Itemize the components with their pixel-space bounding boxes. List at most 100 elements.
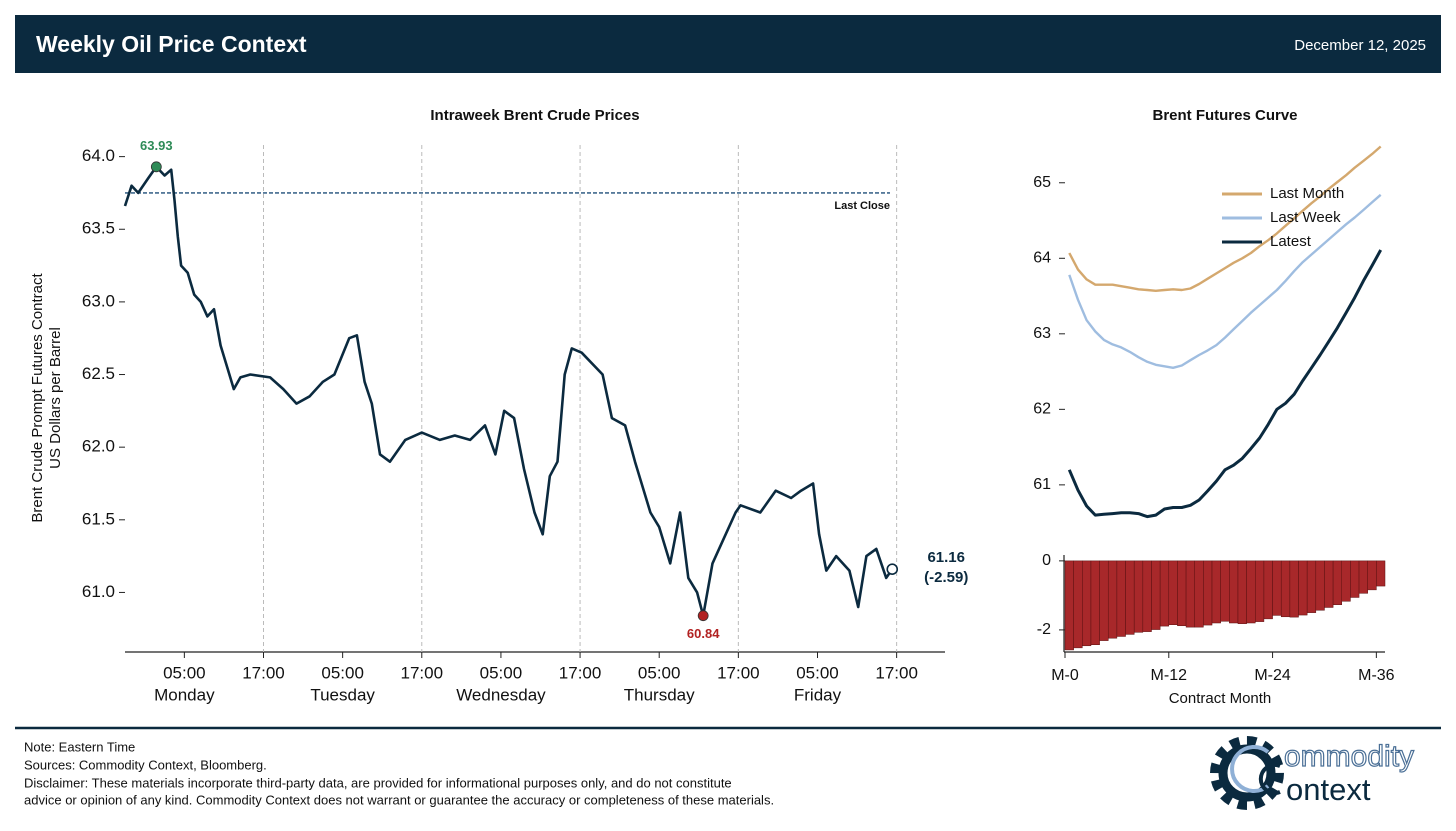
y-tick-label: -2 (1037, 621, 1051, 638)
bar (1306, 560, 1317, 613)
x-tick-label: Wednesday (456, 685, 546, 704)
bar (1332, 560, 1343, 605)
x-tick-label: 17:00 (559, 663, 602, 682)
bar (1082, 560, 1092, 647)
y-axis-label: Brent Crude Prompt Futures Contract (29, 273, 46, 523)
bar (1341, 560, 1351, 602)
logo-text: ommodity (1284, 740, 1414, 773)
annotation-marker (886, 563, 899, 575)
bar (1116, 560, 1126, 637)
y-tick-label: 63.0 (82, 291, 115, 310)
bar (1142, 560, 1152, 632)
bar (1203, 560, 1213, 626)
bar (1237, 560, 1247, 624)
curve-line (1067, 249, 1383, 519)
curve-line (1068, 145, 1382, 292)
bar (1194, 560, 1204, 628)
bar (1229, 560, 1239, 624)
bar (1125, 560, 1135, 635)
footer-disclaimer: Disclaimer: These materials incorporate … (24, 775, 732, 790)
bar (1073, 560, 1083, 649)
x-tick-label: 05:00 (321, 663, 364, 682)
x-tick-label: Monday (154, 685, 215, 704)
y-tick-label: 62.0 (82, 437, 115, 456)
annotation-marker (150, 161, 162, 173)
x-tick-label: Tuesday (310, 685, 375, 704)
bar (1315, 560, 1325, 611)
logo-text: ontext (1286, 772, 1371, 807)
logo-c (1230, 745, 1270, 793)
bar (1324, 560, 1334, 608)
x-tick-label: 05:00 (638, 663, 681, 682)
x-axis-label: Contract Month (1169, 690, 1272, 707)
annotation-label: 63.93 (140, 138, 173, 153)
bar (1272, 560, 1282, 616)
bar (1099, 560, 1109, 641)
bar (1064, 560, 1074, 651)
x-tick-label: 05:00 (480, 663, 523, 682)
bar (1177, 560, 1187, 627)
bar (1159, 560, 1170, 627)
footer-disclaimer: advice or opinion of any kind. Commodity… (24, 792, 774, 807)
y-tick-label: 61.5 (82, 509, 115, 528)
y-tick-label: 64.0 (82, 146, 115, 165)
bar (1107, 560, 1118, 639)
page-date: December 12, 2025 (1294, 37, 1426, 54)
header-bar (15, 15, 1441, 73)
x-tick-label: 05:00 (796, 663, 839, 682)
footer-sources: Sources: Commodity Context, Bloomberg. (24, 757, 267, 772)
bar (1255, 560, 1265, 622)
x-tick-label: 17:00 (242, 663, 285, 682)
y-tick-label: 61.0 (82, 582, 115, 601)
x-tick-label: Thursday (624, 685, 695, 704)
bar (1246, 560, 1256, 624)
legend-label: Latest (1270, 233, 1312, 250)
page-title: Weekly Oil Price Context (36, 31, 307, 57)
annotation-marker (697, 610, 709, 622)
logo-gear-teeth (1210, 736, 1284, 810)
bar (1168, 560, 1178, 625)
x-tick-label: M-0 (1051, 667, 1079, 684)
y-tick-label: 0 (1042, 552, 1051, 569)
x-tick-label: M-12 (1151, 667, 1188, 684)
change-label: (-2.59) (924, 569, 968, 586)
bar (1376, 560, 1386, 587)
bar (1133, 560, 1144, 633)
x-tick-label: 17:00 (401, 663, 444, 682)
bar (1151, 560, 1161, 630)
bar (1211, 560, 1221, 624)
x-tick-label: 17:00 (875, 663, 918, 682)
y-tick-label: 64 (1033, 250, 1051, 267)
bar (1367, 560, 1377, 591)
y-axis-label: US Dollars per Barrel (47, 327, 64, 469)
bar (1358, 560, 1368, 594)
last-price-label: 61.16 (927, 549, 965, 566)
y-tick-label: 63.5 (82, 219, 115, 238)
x-tick-label: M-36 (1358, 667, 1395, 684)
y-tick-label: 63 (1033, 325, 1051, 342)
x-tick-label: 05:00 (163, 663, 206, 682)
curve-line (1068, 193, 1382, 369)
logo: ommodity ontext (1210, 736, 1415, 810)
footer-note: Note: Eastern Time (24, 739, 135, 754)
legend-label: Last Month (1270, 185, 1344, 202)
y-tick-label: 65 (1033, 174, 1051, 191)
x-tick-label: 17:00 (717, 663, 760, 682)
y-tick-label: 61 (1033, 476, 1051, 493)
y-tick-label: 62 (1033, 401, 1051, 418)
bar (1350, 560, 1360, 598)
chart-title: Brent Futures Curve (1152, 107, 1297, 124)
bar (1185, 560, 1195, 628)
bar (1220, 560, 1230, 622)
bar (1263, 560, 1273, 620)
price-line (123, 165, 894, 617)
bar (1280, 560, 1291, 618)
bar (1090, 560, 1100, 646)
bar (1289, 560, 1299, 618)
x-tick-label: Friday (794, 685, 842, 704)
legend-label: Last Week (1270, 209, 1341, 226)
chart-title: Intraweek Brent Crude Prices (430, 107, 639, 124)
x-tick-label: M-24 (1254, 667, 1291, 684)
annotation-label: 60.84 (687, 626, 720, 641)
